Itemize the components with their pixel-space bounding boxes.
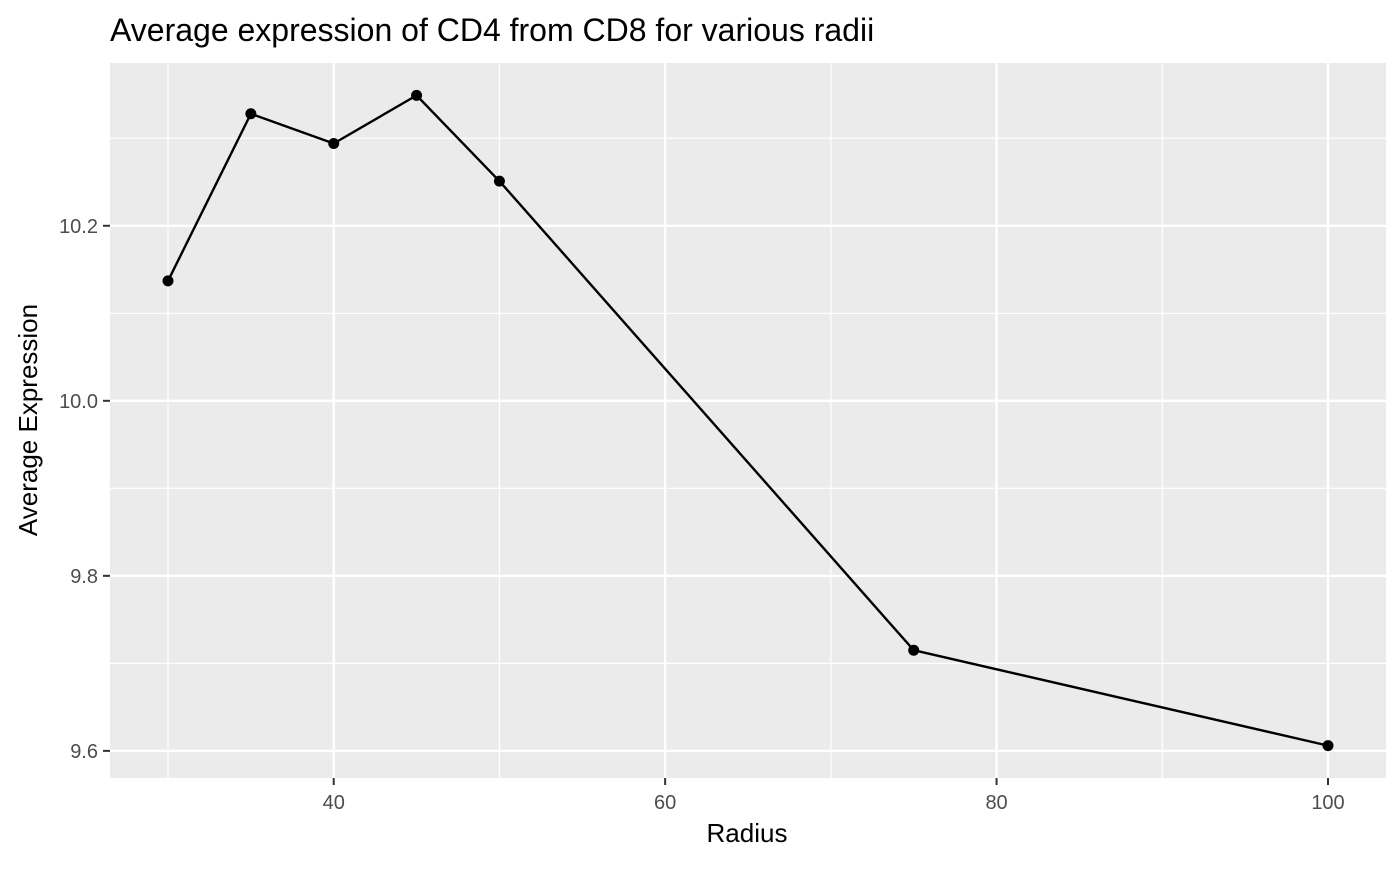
data-point (908, 644, 920, 656)
data-point (493, 175, 505, 187)
y-tick-label: 9.6 (70, 741, 98, 763)
y-axis-title: Average Expression (13, 304, 43, 536)
x-tick-label: 60 (654, 792, 676, 814)
data-point (162, 275, 174, 287)
chart-title: Average expression of CD4 from CD8 for v… (110, 12, 874, 48)
series-layer (162, 89, 1334, 752)
x-tick-label: 80 (985, 792, 1007, 814)
y-tick-label: 9.8 (70, 566, 98, 588)
y-axis-tick-labels: 9.6 9.8 10.0 10.2 (59, 216, 98, 763)
data-point (411, 89, 423, 101)
y-tick-label: 10.2 (59, 216, 98, 238)
x-tick-label: 40 (323, 792, 345, 814)
plot-panel (110, 63, 1386, 778)
x-axis-title: Radius (707, 818, 788, 848)
major-gridlines (110, 63, 1386, 778)
x-axis-tick-labels: 40 60 80 100 (323, 792, 1345, 814)
axis-ticks (103, 224, 1329, 785)
data-point (1322, 740, 1334, 752)
y-tick-label: 10.0 (59, 391, 98, 413)
data-point (328, 138, 340, 150)
x-tick-label: 100 (1311, 792, 1344, 814)
data-point (245, 108, 257, 120)
